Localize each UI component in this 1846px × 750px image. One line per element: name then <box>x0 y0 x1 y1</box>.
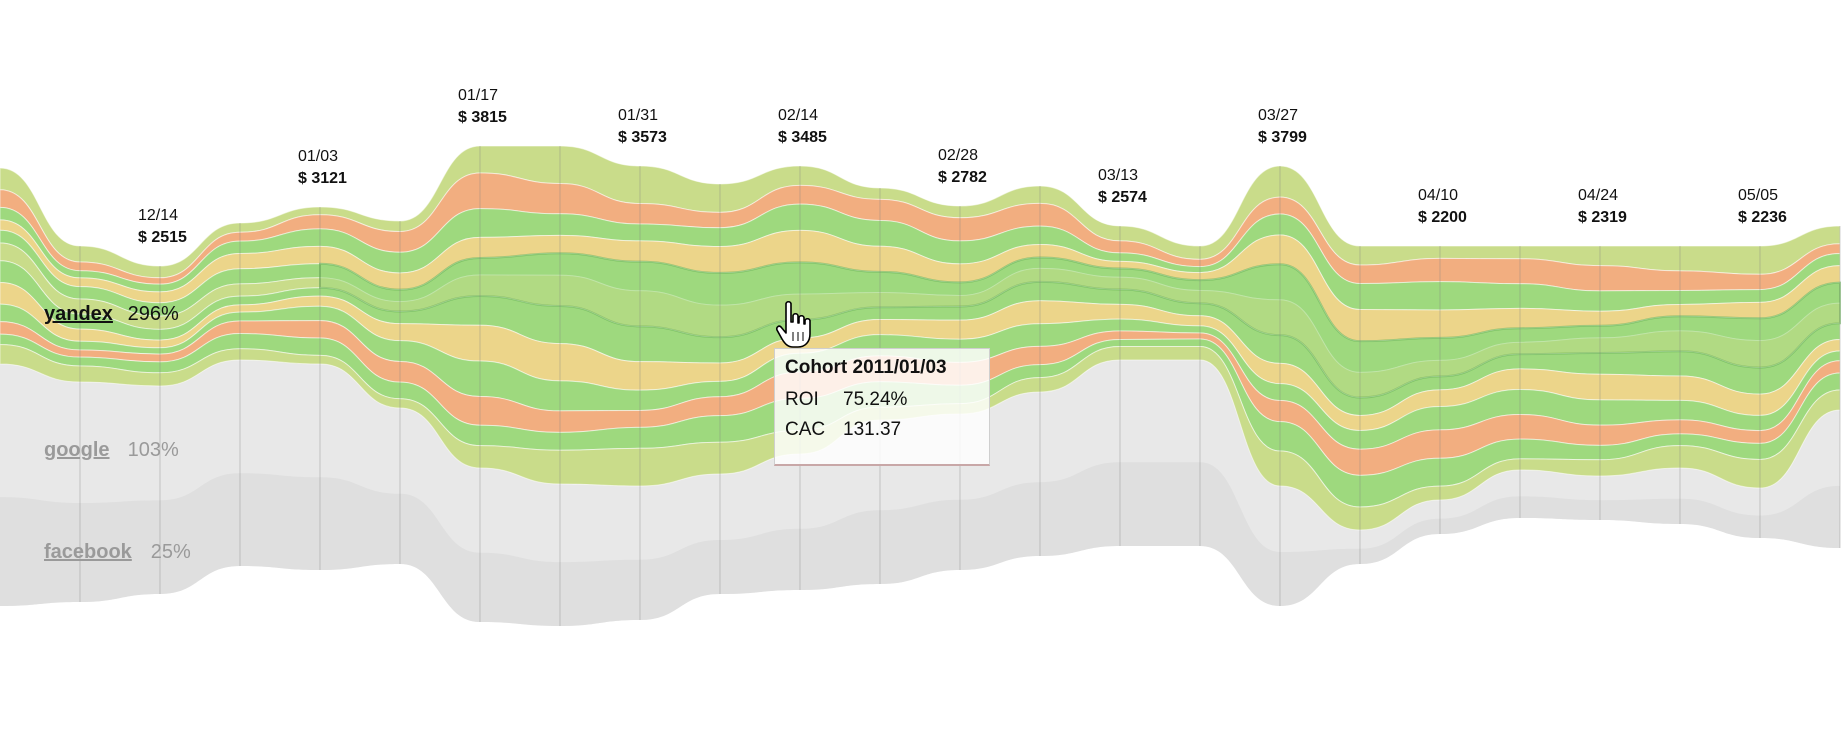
period-amount-label: $ 3815 <box>458 109 507 126</box>
period-date-label: 04/24 <box>1578 187 1618 204</box>
source-legend: yandex 296% google 103% facebook 25% <box>44 303 191 563</box>
tooltip-cac-value: 131.37 <box>843 419 902 440</box>
period-date-label: 12/14 <box>138 207 178 224</box>
source-google-link[interactable]: google <box>44 439 110 461</box>
period-amount-label: $ 2319 <box>1578 209 1627 226</box>
source-yandex-roi: 296% <box>128 303 179 325</box>
period-amount-label: $ 3799 <box>1258 129 1307 146</box>
period-labels: 12/14 $ 2515 01/03 $ 3121 01/17 $ 3815 01/31 $ … <box>138 87 1787 246</box>
period-date-label: 01/17 <box>458 87 498 104</box>
tooltip-row-roi: ROI 75.24% <box>785 389 979 411</box>
source-facebook-roi: 25% <box>151 541 191 563</box>
tooltip-roi-value: 75.24% <box>843 389 908 410</box>
period-date-label: 02/28 <box>938 147 978 164</box>
period-amount-label: $ 2782 <box>938 169 987 186</box>
period-amount-label: $ 2574 <box>1098 189 1147 206</box>
source-yandex-link[interactable]: yandex <box>44 303 113 325</box>
period-date-label: 01/31 <box>618 107 658 124</box>
inactive-sources-area <box>0 360 1840 626</box>
period-amount-label: $ 2200 <box>1418 209 1467 226</box>
facebook-area <box>0 462 1840 626</box>
source-facebook-link[interactable]: facebook <box>44 541 133 563</box>
period-date-label: 01/03 <box>298 148 338 165</box>
cohort-tooltip: Cohort 2011/01/03 ROI 75.24% CAC 131.37 <box>774 348 990 466</box>
period-amount-label: $ 3121 <box>298 170 347 187</box>
period-amount-label: $ 2236 <box>1738 209 1787 226</box>
period-amount-label: $ 3485 <box>778 129 827 146</box>
hand-pointer-icon <box>776 300 811 348</box>
period-date-label: 05/05 <box>1738 187 1778 204</box>
period-date-label: 02/14 <box>778 107 818 124</box>
tooltip-cac-key: CAC <box>785 419 826 440</box>
source-google-roi: 103% <box>128 439 179 461</box>
period-amount-label: $ 3573 <box>618 129 667 146</box>
tooltip-roi-key: ROI <box>785 389 819 410</box>
period-date-label: 03/27 <box>1258 107 1298 124</box>
period-date-label: 03/13 <box>1098 167 1138 184</box>
period-amount-label: $ 2515 <box>138 229 187 246</box>
tooltip-row-cac: CAC 131.37 <box>785 419 979 441</box>
tooltip-title: Cohort 2011/01/03 <box>785 357 947 378</box>
period-date-label: 04/10 <box>1418 187 1458 204</box>
